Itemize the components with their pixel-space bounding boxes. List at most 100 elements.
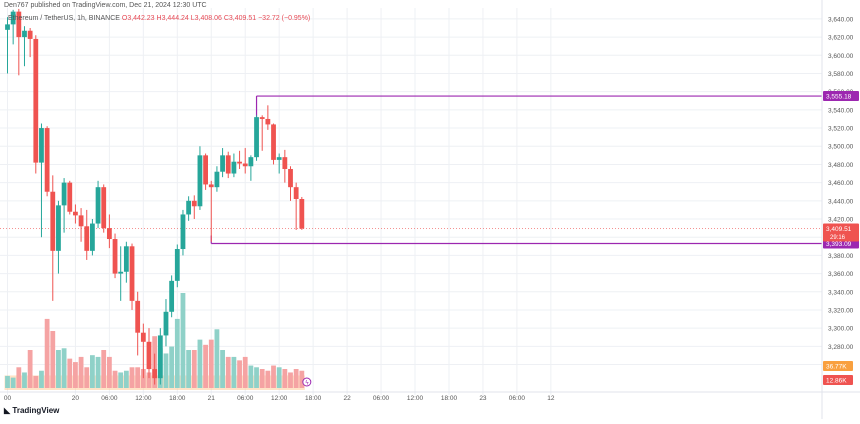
y-tick-label: 3,580.00 (828, 71, 854, 78)
volume-badge-label: 36.77K (826, 364, 847, 371)
volume-bar (214, 329, 220, 388)
y-tick-label: 3,380.00 (828, 253, 854, 260)
candle-body (174, 249, 180, 281)
x-tick-label: 06:00 (373, 395, 390, 402)
price-badges: 3,555.18 3,393.09 3,409.51 29:16 36.77K 12.86… (302, 91, 859, 387)
candle-body (27, 30, 33, 39)
volume-bar (259, 369, 265, 388)
candle-body (248, 157, 254, 167)
candle-body (208, 184, 214, 188)
candle-body (276, 157, 282, 160)
last-price-label: 3,409.51 (826, 226, 852, 233)
volume-bar (282, 369, 288, 388)
volume-bar (146, 372, 152, 388)
x-tick-label: 06:00 (509, 395, 526, 402)
candle-body (254, 117, 259, 158)
volume-bar (135, 367, 141, 388)
volume-bar (186, 350, 192, 388)
volume-bar (112, 370, 118, 388)
volume-bar (169, 346, 175, 388)
volume-bar (197, 339, 203, 388)
volume-bar (163, 353, 169, 388)
candle-body (242, 163, 248, 167)
level-badge-label: 3,393.09 (826, 241, 852, 248)
last-price-badge (823, 223, 859, 242)
candle-body (152, 369, 158, 379)
volume-bar (56, 350, 61, 388)
tradingview-logo-icon: ◣ (4, 406, 11, 415)
volume-bar (10, 377, 16, 388)
y-tick-label: 3,540.00 (828, 107, 854, 114)
candle-body (73, 211, 78, 216)
volume-bar (288, 372, 293, 388)
candle-body (16, 11, 22, 38)
volume-bar (248, 365, 254, 388)
lightning-glyph: ϟ (305, 381, 309, 387)
candle-body (56, 205, 61, 251)
volume-bar (191, 350, 197, 388)
candle-body (157, 335, 163, 379)
candle-body (288, 168, 293, 188)
x-tick-label: 06:00 (101, 395, 118, 402)
candle-body (169, 280, 175, 312)
volume-bar (5, 375, 10, 388)
published-note: Den767 published on TradingView.com, Dec… (4, 2, 207, 9)
tradingview-brand: TradingView (12, 406, 60, 415)
y-tick-label: 3,480.00 (828, 162, 854, 169)
candle-body (39, 128, 44, 163)
grid-lines (0, 8, 822, 395)
y-tick-label: 3,340.00 (828, 289, 854, 296)
volume-bar (225, 356, 231, 388)
lightning-icon[interactable] (302, 377, 312, 387)
x-tick-label: 20 (72, 395, 80, 402)
candle-body (135, 300, 141, 333)
candle-body (90, 223, 95, 251)
candle-body (271, 124, 276, 160)
volume-bar (78, 356, 84, 388)
y-tick-label: 3,320.00 (828, 307, 854, 314)
candle-body (180, 214, 186, 250)
tradingview-logo[interactable]: ◣ TradingView (4, 406, 59, 415)
candle-body (33, 38, 39, 163)
candle-body (5, 24, 10, 30)
candle-body (112, 239, 118, 274)
y-tick-label: 3,640.00 (828, 16, 854, 23)
level-badge-label: 3,555.18 (826, 94, 852, 101)
x-tick-label: 18:00 (169, 395, 186, 402)
volume-bar (101, 350, 107, 388)
candle-body (140, 332, 146, 342)
volume-bar (16, 367, 22, 388)
volume-bar (67, 358, 73, 388)
candle-body (95, 187, 101, 224)
candle-body (84, 226, 90, 251)
x-tick-label: 00 (4, 395, 12, 402)
x-tick-label: 23 (479, 395, 487, 402)
candle-body (101, 187, 107, 229)
x-tick-label: 12:00 (407, 395, 424, 402)
y-tick-label: 3,440.00 (828, 198, 854, 205)
x-tick-label: 18:00 (305, 395, 322, 402)
candle-body (146, 341, 152, 370)
volume-bar (276, 367, 282, 388)
volume-bar (220, 350, 225, 388)
candle-body (203, 155, 208, 185)
volume-bar (174, 318, 180, 388)
y-tick-label: 3,280.00 (828, 344, 854, 351)
x-tick-label: 12 (547, 395, 555, 402)
candle-body (50, 191, 56, 251)
volume-bar (39, 370, 44, 388)
volume-bar (237, 360, 242, 388)
candle-body (186, 200, 192, 215)
symbol-line: Ethereum / TetherUS, 1h, BINANCE O3,442.… (8, 15, 310, 22)
x-tick-label: 22 (343, 395, 351, 402)
candle-body (123, 246, 129, 272)
volume-bar (73, 362, 78, 388)
candle-body (163, 311, 169, 336)
symbol-title[interactable]: Ethereum / TetherUS, 1h, BINANCE (8, 15, 120, 22)
horizontal-levels[interactable] (0, 95, 822, 245)
countdown-label: 29:16 (830, 235, 846, 241)
volume-bar (203, 344, 208, 388)
